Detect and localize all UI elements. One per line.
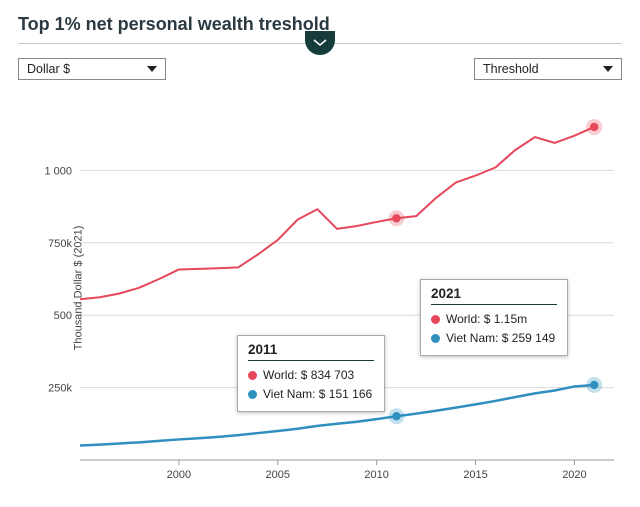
chart-title: Top 1% net personal wealth treshold <box>18 14 622 44</box>
tooltip-value: World: $ 834 703 <box>263 366 354 385</box>
tooltip-value: Viet Nam: $ 151 166 <box>263 385 372 404</box>
series-dot-icon <box>431 334 440 343</box>
chevron-down-icon <box>312 38 328 48</box>
tooltip-row: World: $ 1.15m <box>431 310 557 329</box>
chart-area: Thousand Dollar $ (2021) 250k 500 750k 1 00… <box>18 88 622 488</box>
svg-text:750k: 750k <box>48 238 72 250</box>
svg-text:2020: 2020 <box>562 469 586 481</box>
tooltip: 2011 World: $ 834 703Viet Nam: $ 151 166 <box>237 335 385 412</box>
tooltip: 2021 World: $ 1.15mViet Nam: $ 259 149 <box>420 279 568 356</box>
tooltip-year: 2011 <box>248 342 374 361</box>
svg-text:2010: 2010 <box>364 469 388 481</box>
svg-text:500: 500 <box>54 310 72 322</box>
tooltip-year: 2021 <box>431 286 557 305</box>
tooltip-row: Viet Nam: $ 259 149 <box>431 329 557 348</box>
tooltip-row: World: $ 834 703 <box>248 366 374 385</box>
series-dot-icon <box>248 371 257 380</box>
series-dot-icon <box>248 390 257 399</box>
series-dot-icon <box>431 315 440 324</box>
title-text: Top 1% net personal wealth treshold <box>18 14 330 34</box>
svg-text:2005: 2005 <box>266 469 290 481</box>
tooltip-row: Viet Nam: $ 151 166 <box>248 385 374 404</box>
currency-dropdown-label: Dollar $ <box>27 62 70 76</box>
svg-text:2000: 2000 <box>167 469 191 481</box>
caret-down-icon <box>147 66 157 72</box>
metric-dropdown[interactable]: Threshold <box>474 58 622 80</box>
metric-dropdown-label: Threshold <box>483 62 539 76</box>
y-axis-label: Thousand Dollar $ (2021) <box>72 226 84 351</box>
svg-text:250k: 250k <box>48 383 72 395</box>
controls-row: Dollar $ Threshold <box>18 58 622 80</box>
expand-toggle[interactable] <box>305 31 335 55</box>
tooltip-value: World: $ 1.15m <box>446 310 527 329</box>
svg-text:1 000: 1 000 <box>44 165 72 177</box>
tooltip-value: Viet Nam: $ 259 149 <box>446 329 555 348</box>
caret-down-icon <box>603 66 613 72</box>
currency-dropdown[interactable]: Dollar $ <box>18 58 166 80</box>
svg-text:2015: 2015 <box>463 469 487 481</box>
